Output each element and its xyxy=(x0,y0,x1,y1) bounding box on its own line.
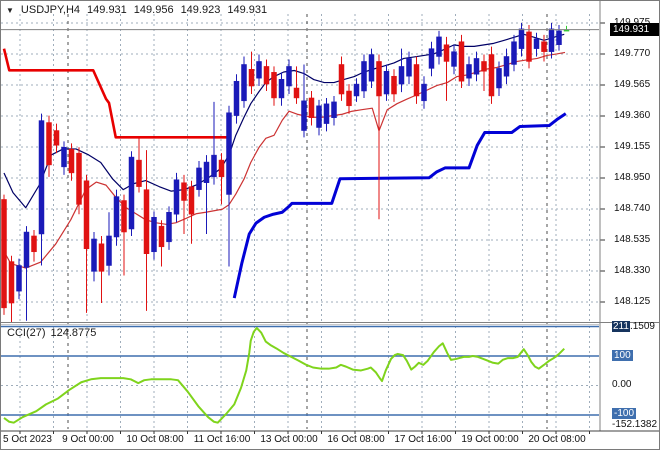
price-axis-label: 149.770 xyxy=(614,48,651,59)
cci-indicator-name: CCI(27) xyxy=(7,327,46,339)
cci-indicator-value: 124.8775 xyxy=(50,327,97,339)
cci-indicator-label: CCI(27) 124.8775 xyxy=(7,327,96,339)
time-axis-label: 17 Oct 16:00 xyxy=(394,434,452,445)
time-axis[interactable]: 5 Oct 2023 9 Oct 00:00 10 Oct 08:00 11 O… xyxy=(1,431,659,449)
ohlc-low: 149.923 xyxy=(180,4,221,16)
time-axis-label: 20 Oct 08:00 xyxy=(528,434,586,445)
price-axis-label: 148.125 xyxy=(614,296,651,307)
time-axis-label: 10 Oct 08:00 xyxy=(126,434,184,445)
cci-axis-zero: 0.00 xyxy=(612,379,632,390)
price-axis-label: 149.155 xyxy=(614,141,651,152)
price-axis-label: 149.565 xyxy=(614,79,651,90)
cci-axis-max: 211.1509 xyxy=(612,321,655,333)
time-axis-label: 19 Oct 00:00 xyxy=(461,434,519,445)
price-axis[interactable]: 149.975 149.770 149.565 149.360 149.155 … xyxy=(601,1,659,431)
panel-resize-handle[interactable] xyxy=(1,319,599,327)
price-axis-label: 148.950 xyxy=(614,172,651,183)
cci-axis-lower: -100 xyxy=(612,408,637,419)
price-axis-label: 149.975 xyxy=(614,17,650,29)
price-axis-label: 148.740 xyxy=(614,203,651,214)
cci-axis-upper: 100 xyxy=(612,350,633,361)
cci-axis-max-boxed: 211 xyxy=(612,321,630,332)
price-axis-label: 149.360 xyxy=(614,110,651,121)
ohlc-open: 149.931 xyxy=(87,4,127,16)
cci-axis-min: -152.1382 xyxy=(612,419,658,430)
chart-title: ▼ USDJPY,H4 149.931 149.956 149.923 149.… xyxy=(6,4,267,16)
time-axis-label: 11 Oct 16:00 xyxy=(193,434,251,445)
time-axis-label: 16 Oct 08:00 xyxy=(327,434,385,445)
cci-axis-max-rest: .1509 xyxy=(629,321,655,332)
time-axis-label: 9 Oct 00:00 xyxy=(62,434,114,445)
time-axis-label: 13 Oct 00:00 xyxy=(260,434,318,445)
time-axis-label: 5 Oct 2023 xyxy=(3,434,52,445)
symbol-dropdown-icon[interactable]: ▼ xyxy=(6,5,14,15)
ohlc-close: 149.931 xyxy=(227,4,268,16)
current-price-box: 149.931 xyxy=(610,23,659,36)
price-axis-label: 148.330 xyxy=(614,265,651,276)
symbol-label: USDJPY,H4 xyxy=(20,4,81,16)
price-axis-label: 148.535 xyxy=(614,234,651,245)
ohlc-high: 149.956 xyxy=(133,4,174,16)
